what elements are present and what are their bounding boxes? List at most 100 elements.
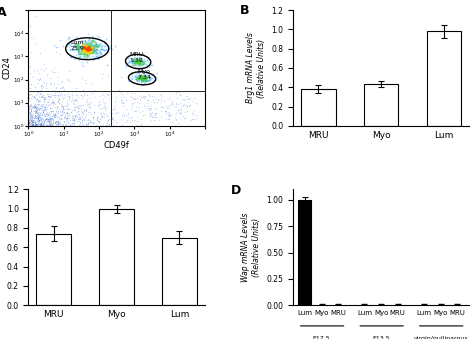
Point xyxy=(137,61,145,66)
Point xyxy=(74,108,82,114)
Point xyxy=(73,97,80,103)
Point xyxy=(138,108,146,114)
Point xyxy=(43,118,50,123)
Point xyxy=(144,98,151,103)
Point xyxy=(30,119,38,125)
Point xyxy=(104,62,111,68)
Y-axis label: Wap mRNA Levels
(Relative Units): Wap mRNA Levels (Relative Units) xyxy=(241,213,261,282)
Point xyxy=(84,47,91,52)
Point xyxy=(37,115,45,120)
Point xyxy=(138,77,146,82)
Point xyxy=(130,56,137,62)
Point xyxy=(38,112,46,117)
Point xyxy=(83,122,91,127)
Point xyxy=(82,53,90,58)
Point xyxy=(72,55,79,60)
Text: D: D xyxy=(231,184,241,197)
Point xyxy=(55,121,63,126)
Point xyxy=(100,112,108,117)
Point xyxy=(71,55,78,60)
Point xyxy=(85,46,93,52)
Point xyxy=(135,60,142,65)
Point xyxy=(25,121,33,126)
Point xyxy=(102,122,109,128)
Point xyxy=(31,108,39,114)
Point xyxy=(145,77,153,82)
Point xyxy=(136,60,144,66)
Point xyxy=(89,50,96,55)
Point xyxy=(85,44,92,50)
Point xyxy=(91,52,98,57)
Point xyxy=(46,113,54,119)
Point xyxy=(134,57,141,63)
Point xyxy=(82,42,90,47)
Point xyxy=(133,58,140,63)
Point xyxy=(44,92,52,97)
Point xyxy=(88,42,95,47)
Point xyxy=(60,84,67,89)
Point xyxy=(34,122,41,127)
Point xyxy=(172,117,179,122)
Point xyxy=(111,102,119,107)
Point xyxy=(75,105,82,110)
Point xyxy=(32,116,40,121)
Point xyxy=(136,72,143,77)
Point xyxy=(34,112,41,118)
X-axis label: CD49f: CD49f xyxy=(104,141,129,150)
Point xyxy=(82,101,89,106)
Point xyxy=(83,52,91,57)
Point xyxy=(41,104,49,110)
Point xyxy=(182,109,189,115)
Point xyxy=(82,40,90,45)
Point xyxy=(122,98,130,103)
Point xyxy=(34,115,42,120)
Point xyxy=(49,101,56,106)
Point xyxy=(186,97,193,102)
Point xyxy=(100,100,108,106)
Point xyxy=(82,47,90,53)
Point xyxy=(27,112,35,117)
Point xyxy=(36,123,44,128)
Point xyxy=(40,111,47,116)
Point xyxy=(84,46,92,51)
Point xyxy=(65,35,73,40)
Point xyxy=(39,108,46,114)
Point xyxy=(42,106,50,112)
Point xyxy=(97,46,105,52)
Point xyxy=(60,103,68,108)
Point xyxy=(84,49,91,55)
Point xyxy=(86,46,94,52)
Point xyxy=(185,103,192,108)
Y-axis label: CD24: CD24 xyxy=(2,57,11,79)
Point xyxy=(64,112,72,117)
Point xyxy=(26,109,34,115)
Point xyxy=(56,115,64,121)
Point xyxy=(88,120,96,126)
Point xyxy=(86,109,94,114)
Point xyxy=(42,107,50,113)
Point xyxy=(148,93,156,98)
Point xyxy=(91,47,98,53)
Point xyxy=(42,117,49,122)
Point xyxy=(83,41,91,46)
Point xyxy=(139,75,147,80)
Point xyxy=(78,95,85,100)
Point xyxy=(139,59,147,64)
Point xyxy=(46,118,54,123)
Point xyxy=(59,122,66,127)
Bar xyxy=(36,234,71,305)
Point xyxy=(75,116,82,122)
Text: Myo
7.34: Myo 7.34 xyxy=(137,69,151,80)
Point xyxy=(27,113,34,118)
Point xyxy=(36,114,44,119)
Point xyxy=(26,103,34,109)
Point xyxy=(80,48,88,54)
Point xyxy=(128,59,136,64)
Point xyxy=(89,47,96,53)
Point xyxy=(70,101,78,107)
Point xyxy=(94,104,102,109)
Point xyxy=(32,121,39,126)
Point xyxy=(50,111,58,116)
Point xyxy=(88,42,95,47)
Point xyxy=(83,93,91,98)
